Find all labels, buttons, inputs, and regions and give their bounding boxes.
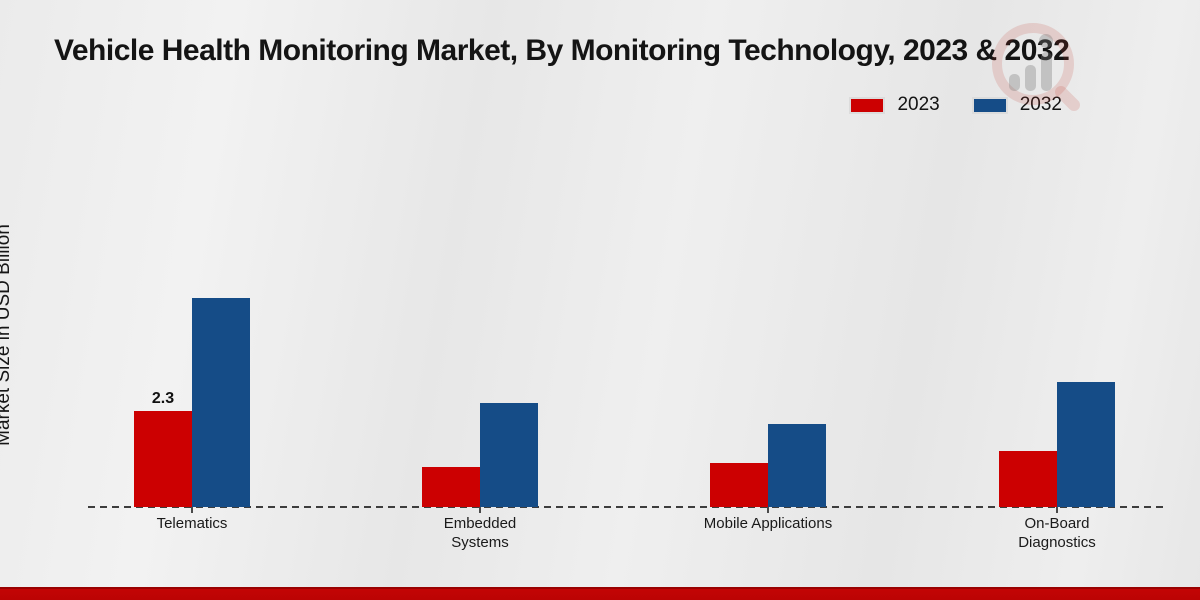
legend-swatch-2023: [851, 98, 884, 112]
x-axis-baseline: [88, 506, 1163, 508]
category-label-telematics: Telematics: [156, 515, 228, 532]
legend-swatch-2032: [973, 98, 1006, 112]
x-axis-tick-on-board-diagnostics: [1056, 507, 1058, 513]
bar-2023-mobile-applications: [710, 463, 768, 507]
category-label-on-board-diagnostics: On-Board Diagnostics: [1018, 515, 1096, 551]
legend-item-2032: 2032: [973, 94, 1062, 116]
legend-item-2023: 2023: [851, 94, 940, 116]
legend-label: 2032: [1019, 94, 1062, 115]
category-label-mobile-applications: Mobile Applications: [703, 515, 833, 532]
x-axis-tick-mobile-applications: [767, 507, 769, 513]
legend: 2023 2032: [851, 94, 1062, 116]
chart-title: Vehicle Health Monitoring Market, By Mon…: [54, 34, 1070, 67]
bar-2032-embedded-systems: [480, 403, 538, 507]
category-label-embedded-systems: Embedded Systems: [443, 515, 517, 551]
legend-label: 2023: [897, 94, 940, 115]
bar-2032-telematics: [192, 298, 250, 507]
bar-2023-embedded-systems: [422, 467, 480, 507]
bar-2023-on-board-diagnostics: [999, 451, 1057, 507]
footer-brand-band: [0, 587, 1200, 600]
bar-2032-on-board-diagnostics: [1057, 382, 1115, 507]
bar-2032-mobile-applications: [768, 424, 826, 507]
bar-value-label: 2.3: [151, 390, 175, 407]
bar-2023-telematics: [134, 411, 192, 507]
x-axis-tick-embedded-systems: [479, 507, 481, 513]
x-axis-tick-telematics: [191, 507, 193, 513]
